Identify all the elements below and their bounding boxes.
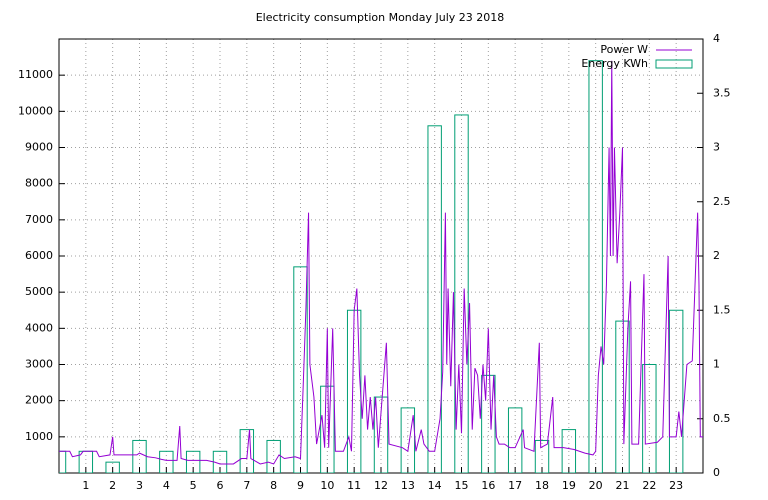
- x-tick-label: 11: [347, 479, 361, 492]
- x-tick-label: 3: [136, 479, 143, 492]
- energy-box: [561, 429, 577, 473]
- x-tick-label: 22: [642, 479, 656, 492]
- power-line: [59, 60, 703, 465]
- energy-box: [427, 125, 442, 473]
- energy-box: [373, 396, 389, 473]
- energy-box: [132, 439, 147, 473]
- y2-tick-label: 3: [713, 141, 720, 154]
- y-tick-label: 1000: [25, 430, 53, 443]
- x-tick-label: 7: [243, 479, 250, 492]
- y2-tick-label: 0.5: [713, 412, 731, 425]
- x-tick-label: 4: [163, 479, 170, 492]
- x-tick-label: 12: [374, 479, 388, 492]
- energy-box: [454, 114, 469, 473]
- energy-box: [534, 439, 550, 473]
- y2-tick-label: 0: [713, 466, 720, 479]
- y-tick-label: 11000: [18, 68, 53, 81]
- y-tick-label: 9000: [25, 141, 53, 154]
- x-tick-label: 20: [589, 479, 603, 492]
- legend-label: Power W: [600, 43, 648, 56]
- chart-title: Electricity consumption Monday July 23 2…: [256, 11, 505, 24]
- x-tick-label: 17: [508, 479, 522, 492]
- x-tick-label: 10: [320, 479, 334, 492]
- x-tick-label: 23: [669, 479, 683, 492]
- y-tick-label: 4000: [25, 321, 53, 334]
- x-tick-label: 16: [481, 479, 495, 492]
- x-tick-label: 1: [82, 479, 89, 492]
- energy-box: [293, 266, 308, 473]
- x-tick-label: 13: [401, 479, 415, 492]
- y-tick-label: 10000: [18, 104, 53, 117]
- energy-box: [507, 407, 523, 473]
- x-tick-label: 9: [297, 479, 304, 492]
- x-tick-label: 21: [616, 479, 630, 492]
- energy-box: [159, 450, 174, 473]
- y-tick-label: 6000: [25, 249, 53, 262]
- y-tick-label: 2000: [25, 394, 53, 407]
- y-tick-label: 5000: [25, 285, 53, 298]
- y-tick-label: 8000: [25, 177, 53, 190]
- energy-box: [588, 60, 603, 473]
- energy-box: [642, 364, 657, 473]
- y-tick-label: 3000: [25, 358, 53, 371]
- y2-tick-label: 3.5: [713, 86, 731, 99]
- x-tick-label: 8: [270, 479, 277, 492]
- energy-box: [239, 429, 255, 473]
- energy-box: [481, 374, 496, 473]
- x-tick-label: 5: [190, 479, 197, 492]
- energy-box: [105, 461, 120, 473]
- y2-tick-label: 4: [713, 32, 720, 45]
- y-tick-label: 7000: [25, 213, 53, 226]
- legend-label: Energy KWh: [581, 57, 648, 70]
- energy-box: [615, 320, 630, 473]
- x-tick-label: 18: [535, 479, 549, 492]
- x-tick-label: 2: [109, 479, 116, 492]
- legend-swatch: [655, 59, 693, 69]
- x-tick-label: 14: [428, 479, 442, 492]
- x-tick-label: 15: [455, 479, 469, 492]
- y2-tick-label: 1: [713, 358, 720, 371]
- energy-box: [400, 407, 416, 473]
- energy-box: [266, 439, 281, 473]
- y2-tick-label: 1.5: [713, 303, 731, 316]
- energy-box: [185, 450, 201, 473]
- y2-tick-label: 2.5: [713, 195, 731, 208]
- y2-tick-label: 2: [713, 249, 720, 262]
- x-tick-label: 6: [217, 479, 224, 492]
- energy-box: [320, 385, 335, 473]
- x-tick-label: 19: [562, 479, 576, 492]
